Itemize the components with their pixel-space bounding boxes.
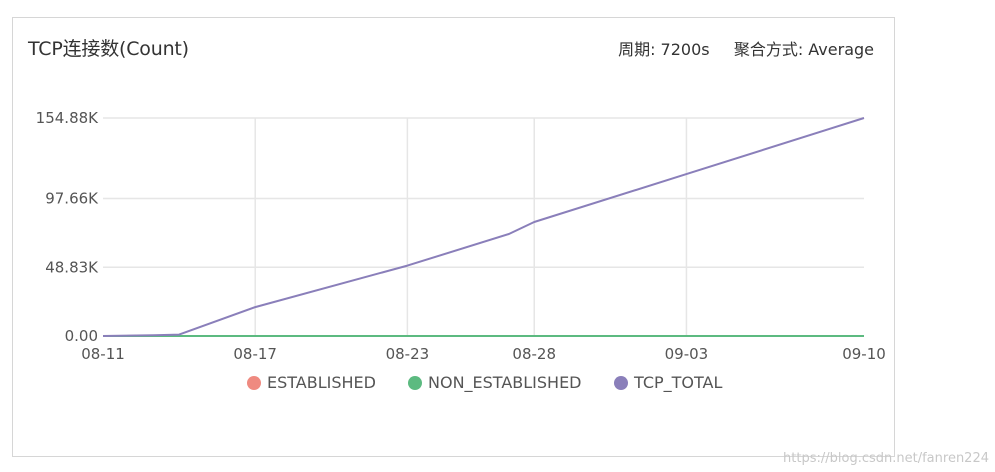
chart-meta: 周期: 7200s 聚合方式: Average <box>618 36 874 60</box>
x-tick-label: 09-10 <box>842 345 886 363</box>
legend-label: TCP_TOTAL <box>634 373 723 392</box>
legend-label: NON_ESTABLISHED <box>428 373 582 392</box>
y-tick-label: 48.83K <box>45 258 99 276</box>
legend-label: ESTABLISHED <box>267 373 376 392</box>
period-label: 周期: 7200s <box>618 40 710 59</box>
legend-item-tcp-total[interactable]: TCP_TOTAL <box>614 373 722 392</box>
x-tick-label: 08-11 <box>81 345 125 363</box>
x-tick-label: 08-28 <box>512 345 556 363</box>
y-tick-label: 97.66K <box>45 190 99 208</box>
x-tick-label: 08-17 <box>233 345 277 363</box>
legend-swatch <box>247 375 261 390</box>
series-line-tcp-total <box>102 117 865 337</box>
legend-item-non-established[interactable]: NON_ESTABLISHED <box>408 373 582 392</box>
chart-panel: TCP连接数(Count) 周期: 7200s 聚合方式: Average <box>12 17 895 457</box>
y-tick-label: 154.88K <box>36 109 99 127</box>
legend-item-established[interactable]: ESTABLISHED <box>247 373 376 392</box>
aggregation-label: 聚合方式: Average <box>733 40 874 59</box>
chart-title: TCP连接数(Count) <box>28 38 189 60</box>
legend-swatch <box>614 375 628 390</box>
y-tick-label: 0.00 <box>65 327 98 345</box>
legend-swatch <box>408 375 422 390</box>
watermark-text: https://blog.csdn.net/fanren224 <box>783 451 989 466</box>
x-tick-label: 09-03 <box>665 345 709 363</box>
x-tick-label: 08-23 <box>386 345 430 363</box>
